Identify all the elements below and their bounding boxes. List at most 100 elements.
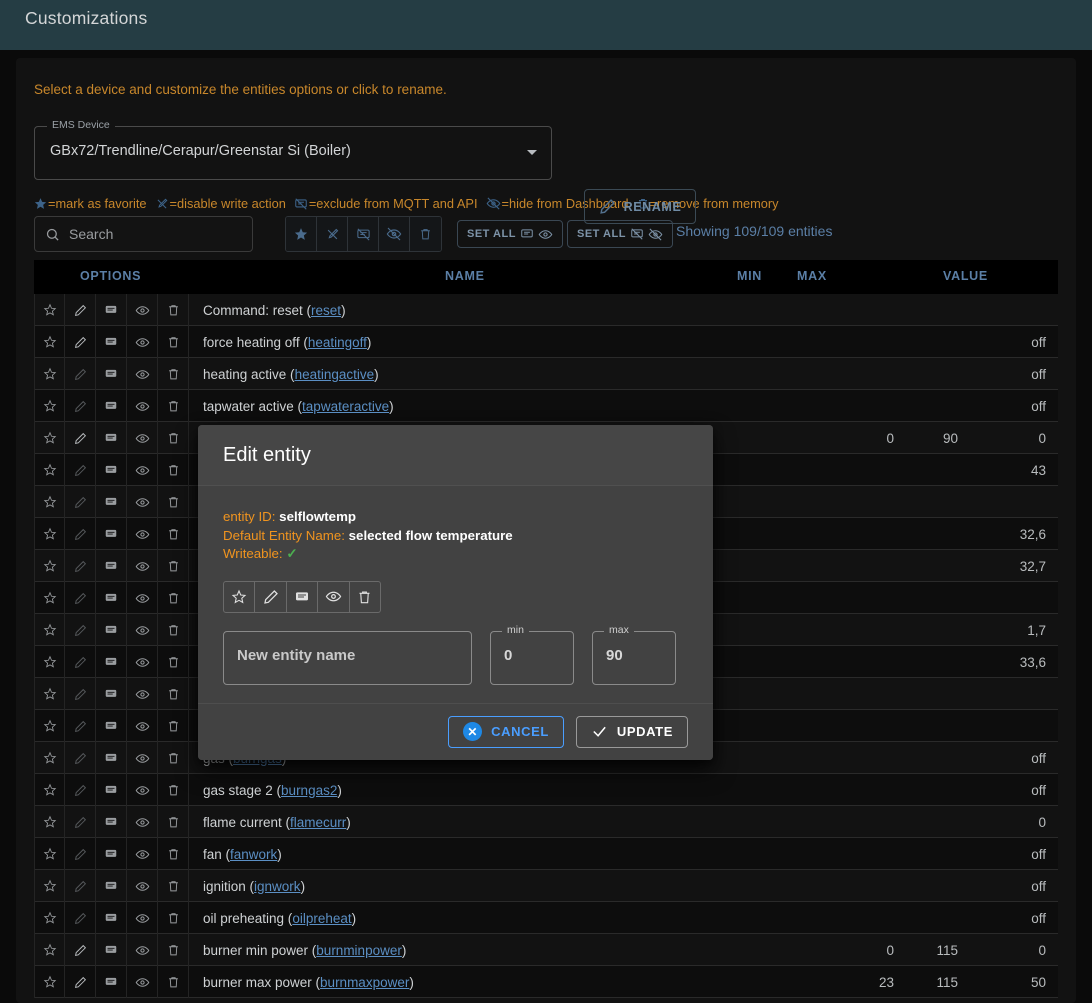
row-edit-button[interactable] [65, 326, 96, 358]
row-favorite-button[interactable] [34, 422, 65, 454]
row-edit-button[interactable] [65, 742, 96, 774]
row-edit-button[interactable] [65, 518, 96, 550]
table-row[interactable]: burner max power (burnmaxpower) 23 115 50 [34, 966, 1058, 998]
row-exclude-mqtt-button[interactable] [96, 742, 127, 774]
row-hide-dashboard-button[interactable] [127, 902, 158, 934]
row-edit-button[interactable] [65, 390, 96, 422]
row-entity-id-link[interactable]: flamecurr [290, 814, 347, 830]
row-delete-button[interactable] [158, 614, 189, 646]
row-exclude-mqtt-button[interactable] [96, 294, 127, 326]
set-all-hide-button[interactable]: SET ALL [567, 220, 673, 248]
row-hide-dashboard-button[interactable] [127, 614, 158, 646]
row-hide-dashboard-button[interactable] [127, 454, 158, 486]
column-header-value[interactable]: VALUE [943, 269, 988, 283]
row-delete-button[interactable] [158, 710, 189, 742]
row-entity-id-link[interactable]: heatingoff [307, 334, 367, 350]
row-favorite-button[interactable] [34, 838, 65, 870]
row-hide-dashboard-button[interactable] [127, 742, 158, 774]
row-hide-dashboard-button[interactable] [127, 678, 158, 710]
column-header-max[interactable]: MAX [797, 269, 827, 283]
dialog-edit-button[interactable] [255, 581, 287, 612]
row-favorite-button[interactable] [34, 934, 65, 966]
row-favorite-button[interactable] [34, 806, 65, 838]
table-row[interactable]: tapwater active (tapwateractive) off [34, 390, 1058, 422]
row-exclude-mqtt-button[interactable] [96, 966, 127, 998]
row-edit-button[interactable] [65, 582, 96, 614]
row-delete-button[interactable] [158, 838, 189, 870]
row-favorite-button[interactable] [34, 390, 65, 422]
row-delete-button[interactable] [158, 486, 189, 518]
row-exclude-mqtt-button[interactable] [96, 486, 127, 518]
dialog-delete-button[interactable] [350, 582, 380, 612]
search-input[interactable]: Search [34, 216, 253, 252]
row-delete-button[interactable] [158, 294, 189, 326]
max-input[interactable]: max 90 [592, 623, 676, 685]
row-hide-dashboard-button[interactable] [127, 582, 158, 614]
row-favorite-button[interactable] [34, 774, 65, 806]
row-favorite-button[interactable] [34, 550, 65, 582]
dialog-hide-dashboard-button[interactable] [318, 581, 350, 612]
row-delete-button[interactable] [158, 422, 189, 454]
row-exclude-mqtt-button[interactable] [96, 582, 127, 614]
table-row[interactable]: burner min power (burnminpower) 0 115 0 [34, 934, 1058, 966]
row-exclude-mqtt-button[interactable] [96, 678, 127, 710]
table-row[interactable]: gas stage 2 (burngas2) off [34, 774, 1058, 806]
row-exclude-mqtt-button[interactable] [96, 870, 127, 902]
row-hide-dashboard-button[interactable] [127, 422, 158, 454]
row-favorite-button[interactable] [34, 582, 65, 614]
table-row[interactable]: fan (fanwork) off [34, 838, 1058, 870]
row-delete-button[interactable] [158, 454, 189, 486]
row-delete-button[interactable] [158, 678, 189, 710]
row-hide-dashboard-button[interactable] [127, 294, 158, 326]
row-hide-dashboard-button[interactable] [127, 646, 158, 678]
row-exclude-mqtt-button[interactable] [96, 838, 127, 870]
row-exclude-mqtt-button[interactable] [96, 710, 127, 742]
row-hide-dashboard-button[interactable] [127, 838, 158, 870]
row-edit-button[interactable] [65, 966, 96, 998]
row-edit-button[interactable] [65, 678, 96, 710]
row-favorite-button[interactable] [34, 518, 65, 550]
row-delete-button[interactable] [158, 582, 189, 614]
row-favorite-button[interactable] [34, 646, 65, 678]
row-entity-id-link[interactable]: burngas2 [281, 782, 338, 798]
row-exclude-mqtt-button[interactable] [96, 390, 127, 422]
row-edit-button[interactable] [65, 294, 96, 326]
row-exclude-mqtt-button[interactable] [96, 806, 127, 838]
row-hide-dashboard-button[interactable] [127, 358, 158, 390]
row-entity-id-link[interactable]: ignwork [254, 878, 301, 894]
row-edit-button[interactable] [65, 838, 96, 870]
row-delete-button[interactable] [158, 966, 189, 998]
table-row[interactable]: Command: reset (reset) [34, 294, 1058, 326]
table-row[interactable]: force heating off (heatingoff) off [34, 326, 1058, 358]
table-row[interactable]: ignition (ignwork) off [34, 870, 1058, 902]
row-favorite-button[interactable] [34, 358, 65, 390]
row-delete-button[interactable] [158, 774, 189, 806]
row-entity-id-link[interactable]: burnmaxpower [320, 974, 410, 990]
row-hide-dashboard-button[interactable] [127, 870, 158, 902]
new-entity-name-input[interactable]: New entity name [223, 630, 472, 685]
row-edit-button[interactable] [65, 614, 96, 646]
row-delete-button[interactable] [158, 902, 189, 934]
row-exclude-mqtt-button[interactable] [96, 518, 127, 550]
column-header-options[interactable]: OPTIONS [80, 269, 142, 283]
row-hide-dashboard-button[interactable] [127, 710, 158, 742]
table-row[interactable]: heating active (heatingactive) off [34, 358, 1058, 390]
row-favorite-button[interactable] [34, 870, 65, 902]
row-hide-dashboard-button[interactable] [127, 806, 158, 838]
row-hide-dashboard-button[interactable] [127, 966, 158, 998]
row-exclude-mqtt-button[interactable] [96, 454, 127, 486]
row-edit-button[interactable] [65, 454, 96, 486]
row-delete-button[interactable] [158, 326, 189, 358]
dialog-favorite-button[interactable] [224, 581, 256, 612]
min-input[interactable]: min 0 [490, 623, 574, 685]
column-header-min[interactable]: MIN [737, 269, 763, 283]
row-exclude-mqtt-button[interactable] [96, 550, 127, 582]
toolbar-remove-memory-button[interactable] [410, 217, 441, 251]
row-edit-button[interactable] [65, 710, 96, 742]
row-hide-dashboard-button[interactable] [127, 774, 158, 806]
dialog-exclude-mqtt-button[interactable] [287, 581, 319, 612]
row-hide-dashboard-button[interactable] [127, 934, 158, 966]
row-favorite-button[interactable] [34, 710, 65, 742]
row-exclude-mqtt-button[interactable] [96, 358, 127, 390]
row-edit-button[interactable] [65, 358, 96, 390]
